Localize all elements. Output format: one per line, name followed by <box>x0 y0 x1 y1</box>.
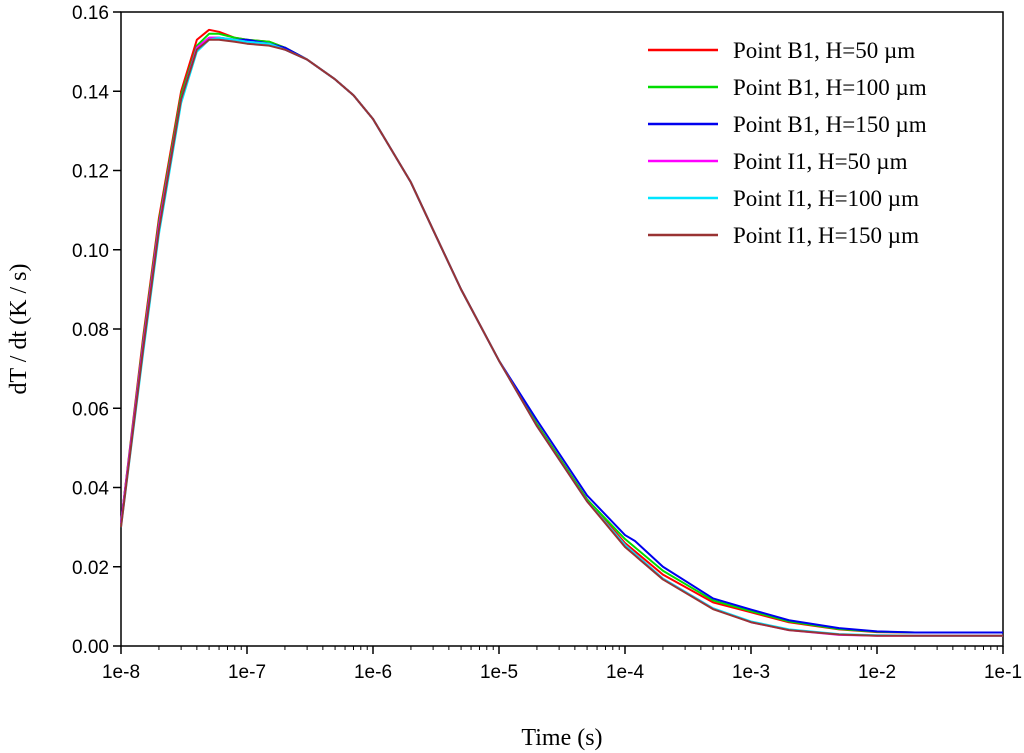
x-tick-label: 1e-6 <box>354 662 392 683</box>
legend-label: Point B1, H=50 µm <box>733 38 915 63</box>
y-tick-label: 0.08 <box>72 320 109 341</box>
legend-label: Point B1, H=100 µm <box>733 75 927 100</box>
x-tick-label: 1e-5 <box>480 662 518 683</box>
series-lines <box>120 28 1003 637</box>
legend-label: Point I1, H=150 µm <box>733 223 919 248</box>
legend-label: Point B1, H=150 µm <box>733 112 927 137</box>
plot-frame <box>120 11 1004 647</box>
legend: Point B1, H=50 µm Point B1, H=100 µm Point… <box>648 38 927 248</box>
y-tick-label: 0.12 <box>72 162 109 183</box>
series-line-6 <box>120 38 1003 637</box>
y-tick-label: 0.14 <box>72 82 109 103</box>
y-tick-label: 0.06 <box>72 399 109 420</box>
legend-label: Point I1, H=100 µm <box>733 186 919 211</box>
legend-label: Point I1, H=50 µm <box>733 149 908 174</box>
x-tick-label: 1e-2 <box>858 662 896 683</box>
y-tick-label: 0.16 <box>72 3 109 24</box>
y-axis-ticks: 0.00 0.02 0.04 0.06 0.08 0.10 0.12 0.14 0.16 <box>72 3 121 658</box>
y-tick-label: 0.10 <box>72 241 109 262</box>
y-tick-label: 0.00 <box>72 637 109 658</box>
x-tick-label: 1e-4 <box>606 662 644 683</box>
x-tick-label: 1e-7 <box>228 662 266 683</box>
x-tick-label: 1e-8 <box>102 662 140 683</box>
y-axis-title: dT / dt (K / s) <box>6 264 32 395</box>
x-tick-label: 1e-1 <box>984 662 1022 683</box>
x-tick-label: 1e-3 <box>732 662 770 683</box>
x-axis-ticks: 1e-8 1e-7 1e-6 1e-5 1e-4 1e-3 1e-2 1e-1 <box>102 646 1022 683</box>
y-tick-label: 0.04 <box>72 479 109 500</box>
x-axis-title: Time (s) <box>521 725 602 751</box>
y-tick-label: 0.02 <box>72 558 109 579</box>
